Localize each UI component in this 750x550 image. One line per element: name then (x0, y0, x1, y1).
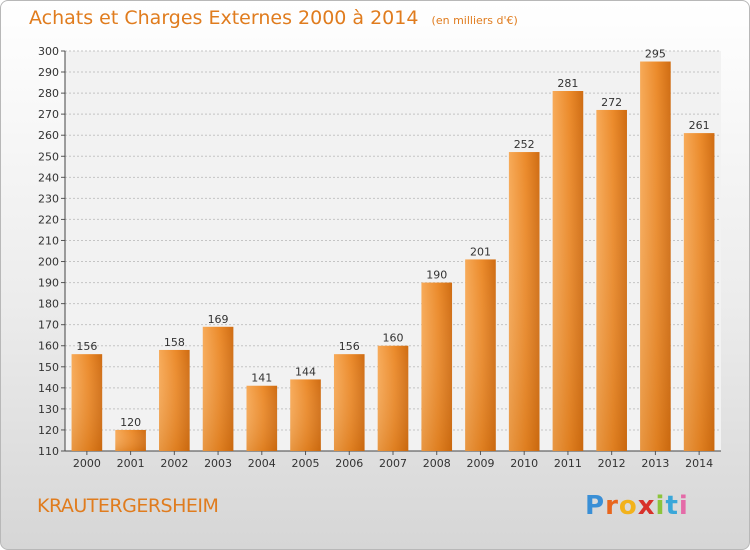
bar-shade (71, 354, 103, 451)
y-tick-label: 120 (38, 424, 59, 437)
y-tick-label: 300 (38, 45, 59, 58)
chart-unit-label: (en milliers d'€) (431, 14, 518, 27)
data-label: 156 (76, 340, 97, 353)
data-label: 190 (426, 269, 447, 282)
bar-shade (640, 61, 671, 452)
x-tick-label: 2007 (379, 457, 407, 470)
proxiti-logo: Proxiti (585, 491, 689, 521)
x-tick-label: 2000 (73, 457, 101, 470)
bar-shade (377, 345, 409, 451)
data-label: 160 (383, 332, 404, 345)
bar-shade (333, 354, 365, 451)
x-tick-label: 2009 (466, 457, 494, 470)
data-label: 261 (689, 119, 710, 132)
x-tick-label: 2014 (685, 457, 713, 470)
x-tick-label: 2001 (117, 457, 145, 470)
data-label: 144 (295, 365, 316, 378)
bar-shade (246, 385, 278, 451)
bar-shade (202, 326, 234, 451)
x-tick-label: 2003 (204, 457, 232, 470)
data-label: 120 (120, 416, 141, 429)
bar-shade (683, 133, 715, 451)
data-label: 169 (208, 313, 229, 326)
x-tick-label: 2005 (292, 457, 320, 470)
svg-text:Proxiti: Proxiti (585, 491, 689, 521)
bar-shade (159, 349, 190, 451)
x-tick-label: 2002 (160, 457, 188, 470)
data-label: 281 (557, 77, 578, 90)
y-tick-label: 170 (38, 319, 59, 332)
data-label: 252 (514, 138, 535, 151)
data-label: 272 (601, 96, 622, 109)
bar-shade (508, 152, 540, 452)
y-tick-label: 250 (38, 150, 59, 163)
y-tick-label: 140 (38, 382, 59, 395)
y-tick-label: 220 (38, 213, 59, 226)
y-tick-label: 290 (38, 66, 59, 79)
y-tick-label: 190 (38, 277, 59, 290)
y-tick-label: 230 (38, 192, 59, 205)
chart-title-block: Achats et Charges Externes 2000 à 2014 (… (29, 7, 518, 29)
y-tick-label: 260 (38, 129, 59, 142)
x-tick-label: 2008 (423, 457, 451, 470)
bar-shade (552, 91, 584, 451)
x-tick-label: 2011 (554, 457, 582, 470)
x-tick-label: 2010 (510, 457, 538, 470)
y-tick-label: 210 (38, 234, 59, 247)
y-tick-label: 200 (38, 256, 59, 269)
y-tick-label: 240 (38, 171, 59, 184)
y-tick-label: 270 (38, 108, 59, 121)
y-tick-label: 130 (38, 403, 59, 416)
data-label: 156 (339, 340, 360, 353)
data-label: 201 (470, 245, 491, 258)
x-tick-label: 2004 (248, 457, 276, 470)
bar-shade (115, 429, 146, 451)
y-tick-label: 150 (38, 361, 59, 374)
bar-shade (596, 109, 627, 452)
x-tick-label: 2012 (598, 457, 626, 470)
bar-shade (465, 259, 496, 451)
chart-title: Achats et Charges Externes 2000 à 2014 (29, 7, 419, 29)
data-label: 141 (251, 372, 272, 385)
y-tick-label: 160 (38, 340, 59, 353)
place-name: KRAUTERGERSHEIM (37, 495, 219, 517)
y-tick-label: 180 (38, 298, 59, 311)
y-tick-label: 110 (38, 445, 59, 458)
data-label: 158 (164, 336, 185, 349)
bar-shade (421, 282, 453, 451)
x-tick-label: 2013 (641, 457, 669, 470)
y-tick-label: 280 (38, 87, 59, 100)
x-tick-label: 2006 (335, 457, 363, 470)
bar-shade (290, 379, 321, 451)
data-label: 295 (645, 48, 666, 61)
